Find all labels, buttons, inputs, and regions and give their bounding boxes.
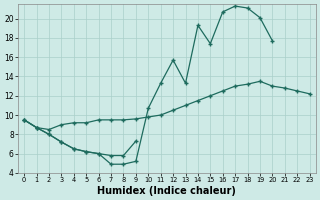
X-axis label: Humidex (Indice chaleur): Humidex (Indice chaleur): [98, 186, 236, 196]
